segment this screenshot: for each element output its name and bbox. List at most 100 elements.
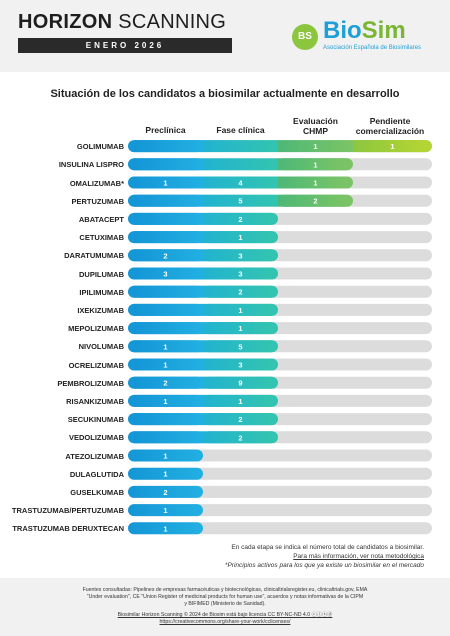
row-label-secukinumab: SECUKINUMAB xyxy=(67,415,124,425)
bar-segment-preclinica-golimumab xyxy=(128,140,203,153)
bar-segment-fase-clinica-pertuzumab xyxy=(203,194,278,207)
value-preclinica-dupilumab: 3 xyxy=(163,270,167,279)
value-fase-clinica-pertuzumab: 5 xyxy=(238,197,242,206)
row-label-guselkumab: GUSELKUMAB xyxy=(70,487,124,497)
bar-segment-preclinica-ipilimumab xyxy=(128,285,203,298)
value-evaluacion-chmp-omalizumab: 1 xyxy=(313,179,317,188)
row-label-risankizumab: RISANKIZUMAB xyxy=(66,396,124,406)
value-fase-clinica-daratumumab: 3 xyxy=(238,251,242,260)
bar-segment-preclinica-nivolumab xyxy=(128,340,203,353)
row-label-ipilimumab: IPILIMUMAB xyxy=(79,287,124,297)
value-fase-clinica-ixekizumab: 1 xyxy=(238,306,242,315)
row-label-nivolumab: NIVOLUMAB xyxy=(78,342,124,352)
bar-segment-preclinica-trastuzumab-pertuzumab xyxy=(128,504,203,517)
bar-segment-fase-clinica-abatacept xyxy=(203,212,278,225)
report-date: ENERO 2026 xyxy=(18,38,232,53)
bar-segment-fase-clinica-mepolizumab xyxy=(203,322,278,335)
value-fase-clinica-ipilimumab: 2 xyxy=(238,288,242,297)
bar-segment-preclinica-atezolizumab xyxy=(128,449,203,462)
footer-sources-3: y BIFIMED (Ministerio de Sanidad). xyxy=(184,601,266,607)
chart-title: Situación de los candidatos a biosimilar… xyxy=(50,88,400,100)
bar-segment-fase-clinica-cetuximab xyxy=(203,231,278,244)
bar-segment-preclinica-pertuzumab xyxy=(128,194,203,207)
logo-sim: Sim xyxy=(361,17,406,44)
bar-segment-fase-clinica-dupilumab xyxy=(203,267,278,280)
bar-segment-preclinica-trastuzumab-deruxtecan xyxy=(128,522,203,535)
row-label-cetuximab: CETUXIMAB xyxy=(79,233,124,243)
footer-license[interactable]: Biosimilar Horizon Scanning © 2024 de Bi… xyxy=(117,612,333,618)
value-preclinica-ocrelizumab: 1 xyxy=(163,361,167,370)
value-preclinica-risankizumab: 1 xyxy=(163,397,167,406)
value-fase-clinica-mepolizumab: 1 xyxy=(238,324,242,333)
value-evaluacion-chmp-golimumab: 1 xyxy=(313,142,317,151)
bar-segment-fase-clinica-golimumab xyxy=(203,140,278,153)
value-preclinica-omalizumab: 1 xyxy=(163,179,167,188)
bar-segment-preclinica-pembrolizumab xyxy=(128,376,203,389)
value-preclinica-pembrolizumab: 2 xyxy=(163,379,167,388)
bar-segment-evaluacion-chmp-golimumab xyxy=(278,140,353,153)
row-label-atezolizumab: ATEZOLIZUMAB xyxy=(65,451,124,461)
header-evaluacion-line1: Evaluación xyxy=(293,116,338,126)
bar-segment-preclinica-omalizumab xyxy=(128,176,203,189)
value-preclinica-guselkumab: 2 xyxy=(163,488,167,497)
row-label-insulina-lispro: INSULINA LISPRO xyxy=(58,160,124,170)
value-fase-clinica-abatacept: 2 xyxy=(238,215,242,224)
row-label-omalizumab: OMALIZUMAB* xyxy=(69,178,124,188)
row-label-mepolizumab: MEPOLIZUMAB xyxy=(68,324,124,334)
value-fase-clinica-secukinumab: 2 xyxy=(238,415,242,424)
bar-segment-fase-clinica-insulina-lispro xyxy=(203,158,278,171)
bar-segment-fase-clinica-secukinumab xyxy=(203,413,278,426)
value-fase-clinica-omalizumab: 4 xyxy=(238,179,243,188)
bar-segment-pendiente-golimumab xyxy=(353,140,432,153)
bar-segment-preclinica-insulina-lispro xyxy=(128,158,203,171)
biosim-logo-icon: BS xyxy=(292,24,318,50)
header: HORIZON SCANNING ENERO 2026 BS BioSim As… xyxy=(0,0,450,72)
value-preclinica-trastuzumab-pertuzumab: 1 xyxy=(163,506,167,515)
value-preclinica-trastuzumab-deruxtecan: 1 xyxy=(163,524,167,533)
bar-segment-fase-clinica-pembrolizumab xyxy=(203,376,278,389)
row-label-vedolizumab: VEDOLIZUMAB xyxy=(69,433,124,443)
bar-segment-fase-clinica-ipilimumab xyxy=(203,285,278,298)
value-preclinica-daratumumab: 2 xyxy=(163,251,167,260)
row-label-abatacept: ABATACEPT xyxy=(78,214,124,224)
bar-track-atezolizumab xyxy=(128,449,432,462)
bar-segment-preclinica-risankizumab xyxy=(128,394,203,407)
bar-segment-fase-clinica-risankizumab xyxy=(203,394,278,407)
bar-segment-preclinica-vedolizumab xyxy=(128,431,203,444)
report-title: HORIZON SCANNING xyxy=(18,11,226,33)
bar-segment-preclinica-mepolizumab xyxy=(128,322,203,335)
bar-segment-evaluacion-chmp-pertuzumab xyxy=(278,194,353,207)
row-label-trastuzumab-pertuzumab: TRASTUZUMAB/PERTUZUMAB xyxy=(11,506,124,516)
bar-segment-preclinica-dulaglutida xyxy=(128,467,203,480)
value-preclinica-atezolizumab: 1 xyxy=(163,452,167,461)
row-label-dupilumab: DUPILUMAB xyxy=(79,269,124,279)
bar-track-trastuzumab-deruxtecan xyxy=(128,522,432,535)
header-evaluacion-line2: CHMP xyxy=(302,126,329,136)
value-preclinica-nivolumab: 1 xyxy=(163,342,167,351)
value-fase-clinica-dupilumab: 3 xyxy=(238,270,242,279)
value-fase-clinica-ocrelizumab: 3 xyxy=(238,361,242,370)
row-label-dulaglutida: DULAGLUTIDA xyxy=(69,469,124,479)
row-label-golimumab: GOLIMUMAB xyxy=(76,142,124,152)
footer-sources-1: Fuentes consultadas: Pipelines de empres… xyxy=(82,587,368,593)
row-label-ixekizumab: IXEKIZUMAB xyxy=(77,305,124,315)
bar-segment-evaluacion-chmp-insulina-lispro xyxy=(278,158,353,171)
row-label-pembrolizumab: PEMBROLIZUMAB xyxy=(57,378,124,388)
value-pendiente-golimumab: 1 xyxy=(390,142,394,151)
bar-segment-fase-clinica-ocrelizumab xyxy=(203,358,278,371)
bar-track-guselkumab xyxy=(128,485,432,498)
row-label-ocrelizumab: OCRELIZUMAB xyxy=(68,360,124,370)
header-pendiente-line2: comercialización xyxy=(355,126,425,136)
header-fase-clinica: Fase clínica xyxy=(216,125,265,135)
header-preclinica: Preclínica xyxy=(145,125,186,135)
bar-segment-preclinica-secukinumab xyxy=(128,413,203,426)
bar-segment-fase-clinica-omalizumab xyxy=(203,176,278,189)
note-methodology-link[interactable]: Para más información, ver nota metodológ… xyxy=(293,553,424,560)
footer-license-url[interactable]: https://creativecommons.org/share-your-w… xyxy=(159,619,291,625)
value-preclinica-dulaglutida: 1 xyxy=(163,470,167,479)
value-fase-clinica-vedolizumab: 2 xyxy=(238,433,242,442)
row-label-trastuzumab-deruxtecan: TRASTUZUMAB DERUXTECAN xyxy=(12,524,124,534)
title-bold: HORIZON xyxy=(18,11,113,33)
value-evaluacion-chmp-insulina-lispro: 1 xyxy=(313,160,317,169)
